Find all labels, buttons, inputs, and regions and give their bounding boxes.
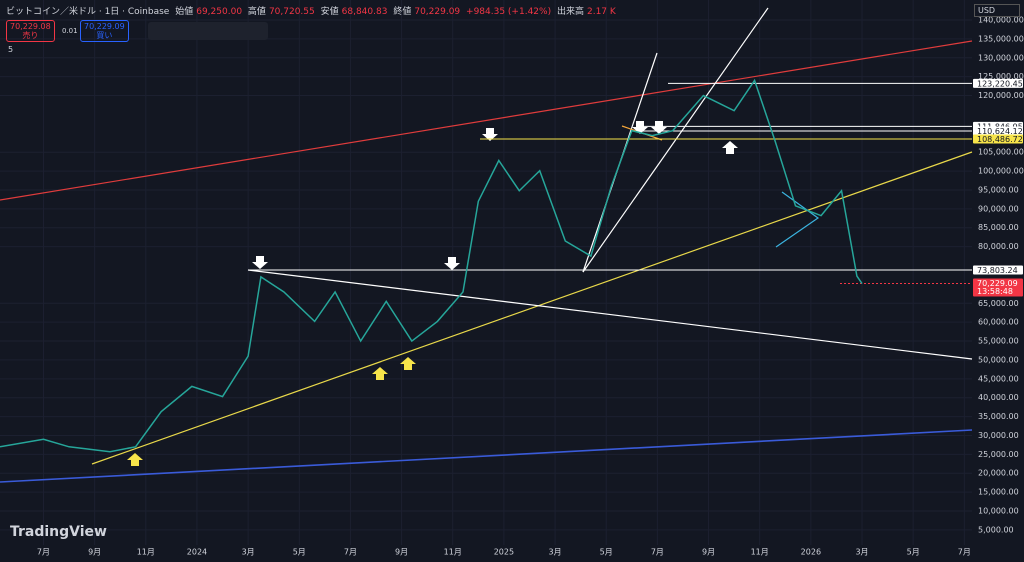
y-tick-label: 45,000.00	[978, 374, 1019, 383]
x-tick-label: 5月	[293, 548, 306, 557]
currency[interactable]: USD	[974, 4, 1020, 17]
x-tick-label: 2024	[187, 548, 207, 557]
price: 70,229.08	[10, 22, 51, 31]
y-tick-label: 65,000.00	[978, 299, 1019, 308]
sell-button[interactable]: 70,229.08 売り	[6, 20, 55, 42]
indicator-count[interactable]: 5	[8, 45, 14, 54]
label: 高値	[247, 7, 266, 17]
arrow-up	[127, 453, 143, 466]
label: 終値	[393, 7, 412, 17]
y-tick-label: 5,000.00	[978, 525, 1014, 534]
y-tick-label: 120,000.00	[978, 91, 1024, 100]
x-tick-label: 7月	[37, 548, 50, 557]
x-tick-label: 2025	[494, 548, 514, 557]
label: 売り	[22, 31, 39, 40]
y-tick-label: 20,000.00	[978, 469, 1019, 478]
trend-line	[582, 7, 769, 273]
label: 買い	[96, 31, 113, 40]
arrow-up	[722, 141, 738, 154]
arrow-down	[444, 257, 460, 270]
x-tick-label: 9月	[88, 548, 101, 557]
drawing-toolbar[interactable]	[148, 22, 268, 40]
price-label: 70,229.09	[977, 279, 1018, 288]
y-tick-label: 30,000.00	[978, 431, 1019, 440]
x-tick-label: 3月	[855, 548, 868, 557]
y-tick-label: 130,000.00	[978, 53, 1024, 62]
y-tick-label: 50,000.00	[978, 355, 1019, 364]
y-tick-label: 80,000.00	[978, 242, 1019, 251]
label: 始値	[175, 7, 194, 17]
change: +984.35 (+1.42%)	[466, 7, 552, 17]
value: 70,229.09	[414, 7, 461, 17]
legend: ビットコイン／米ドル · 1日 · Coinbase 始値 69,250.00 高…	[6, 4, 619, 17]
price-label-bg	[973, 278, 1023, 297]
x-tick-label: 7月	[958, 548, 971, 557]
y-tick-label: 90,000.00	[978, 204, 1019, 213]
x-tick-label: 11月	[137, 548, 155, 557]
arrows	[127, 121, 738, 466]
spread: 0.01	[62, 27, 78, 35]
trend-line	[0, 40, 973, 201]
y-tick-label: 135,000.00	[978, 34, 1024, 43]
value: 69,250.00	[196, 7, 243, 17]
y-tick-label: 105,000.00	[978, 148, 1024, 157]
price: 70,229.09	[84, 22, 125, 31]
arrow-up	[400, 357, 416, 370]
x-tick-label: 3月	[242, 548, 255, 557]
y-tick-label: 55,000.00	[978, 337, 1019, 346]
arrow-up	[372, 367, 388, 380]
y-tick-label: 15,000.00	[978, 488, 1019, 497]
value: 68,840.83	[341, 7, 388, 17]
y-tick-label: 140,000.00	[978, 16, 1024, 25]
x-tick-label: 5月	[600, 548, 613, 557]
x-tick-label: 9月	[395, 548, 408, 557]
x-tick-label: 7月	[344, 548, 357, 557]
x-tick-label: 5月	[907, 548, 920, 557]
price-label-bg	[973, 126, 1023, 136]
arrow-down	[632, 121, 648, 134]
x-tick-label: 7月	[651, 548, 664, 557]
price-label: 73,803.24	[977, 266, 1018, 275]
price-label: 123,220.45	[977, 79, 1023, 88]
price-line	[0, 78, 863, 453]
trend-line	[91, 151, 973, 465]
value: 2.17 K	[586, 7, 616, 17]
value: 70,720.55	[268, 7, 315, 17]
y-tick-label: 35,000.00	[978, 412, 1019, 421]
x-tick-label: 9月	[702, 548, 715, 557]
symbol: ビットコイン／米ドル · 1日 · Coinbase	[6, 7, 170, 17]
x-tick-label: 2026	[801, 548, 821, 557]
price-label-bg	[973, 265, 1023, 275]
countdown: 13:58:48	[977, 287, 1013, 296]
label: 安値	[320, 7, 339, 17]
x-tick-label: 3月	[549, 548, 562, 557]
price-label-bg	[973, 78, 1023, 88]
arrow-down	[482, 128, 498, 141]
arrow-down	[651, 121, 667, 134]
y-tick-label: 100,000.00	[978, 167, 1024, 176]
y-tick-label: 95,000.00	[978, 185, 1019, 194]
x-tick-label: 11月	[751, 548, 769, 557]
trend-line	[0, 429, 973, 483]
brand: TradingView	[10, 524, 107, 540]
x-tick-label: 11月	[444, 548, 462, 557]
y-tick-label: 85,000.00	[978, 223, 1019, 232]
price-label-bg	[973, 134, 1023, 144]
y-tick-label: 25,000.00	[978, 450, 1019, 459]
y-tick-label: 40,000.00	[978, 393, 1019, 402]
y-tick-label: 60,000.00	[978, 318, 1019, 327]
price-label: 110,624.12	[977, 127, 1023, 136]
y-tick-label: 125,000.00	[978, 72, 1024, 81]
y-tick-label: 10,000.00	[978, 507, 1019, 516]
label: 出来高	[556, 7, 584, 17]
trend-line	[247, 269, 973, 360]
arrow-down	[252, 256, 268, 269]
buy-button[interactable]: 70,229.09 買い	[80, 20, 129, 42]
price-label: 108,486.72	[977, 135, 1023, 144]
